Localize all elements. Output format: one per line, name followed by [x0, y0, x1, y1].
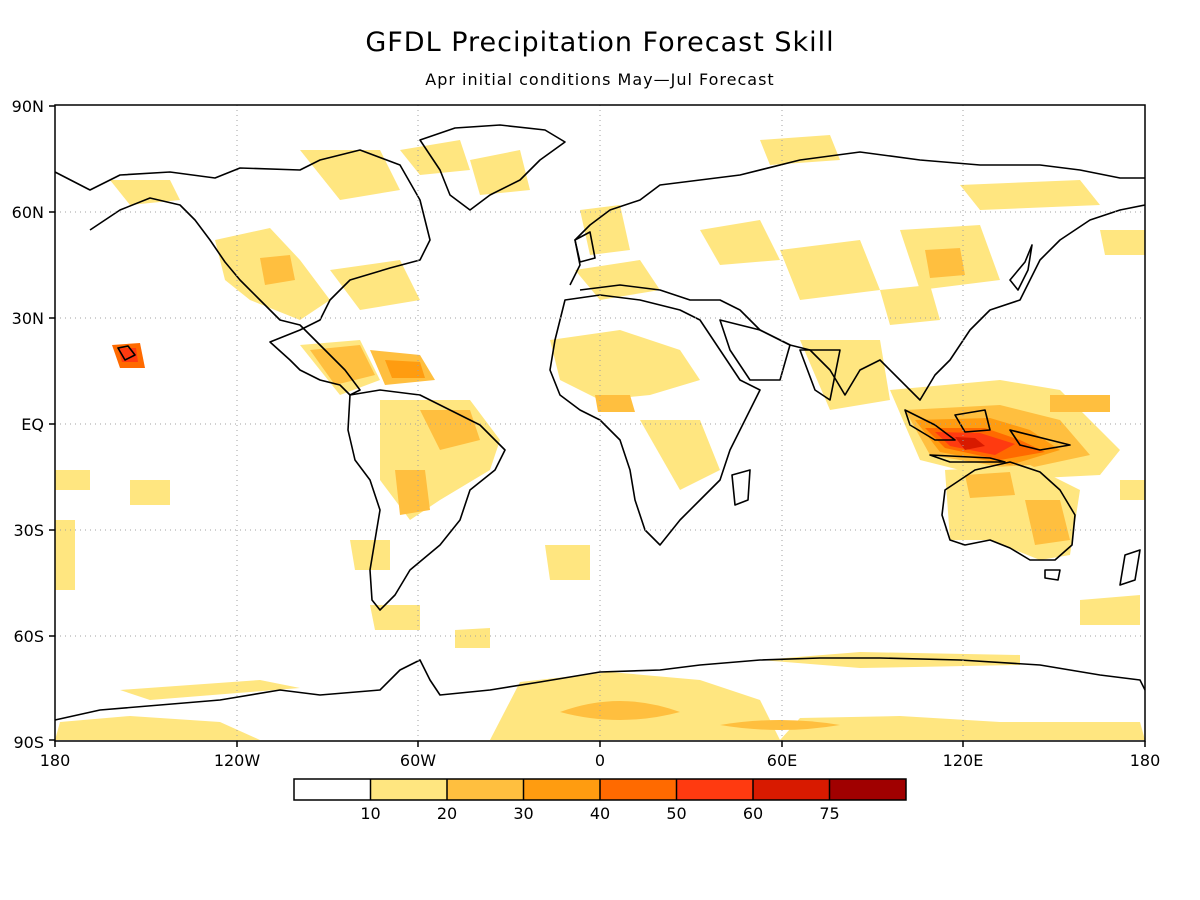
map-subtitle: Apr initial conditions May—Jul Forecast — [425, 70, 775, 89]
colorbar-bin-6 — [753, 779, 830, 800]
lon-label-180e: 180 — [1130, 751, 1161, 770]
map-title: GFDL Precipitation Forecast Skill — [365, 27, 835, 58]
colorbar-bin-5 — [676, 779, 753, 800]
lat-label-30n: 30N — [12, 309, 44, 328]
lon-axis — [54, 741, 1146, 747]
lon-label-60w: 60W — [400, 751, 436, 770]
lon-label-120e: 120E — [943, 751, 984, 770]
lat-label-60s: 60S — [13, 627, 44, 646]
lon-label-120w: 120W — [214, 751, 261, 770]
colorbar: 10 20 30 40 50 60 75 — [293, 778, 907, 823]
lon-label-180w: 180 — [40, 751, 71, 770]
lon-labels: 180 120W 60W 0 60E 120E 180 — [40, 751, 1161, 770]
colorbar-label-40: 40 — [590, 804, 610, 823]
lat-label-60n: 60N — [12, 203, 44, 222]
gridlines — [55, 105, 1145, 741]
lat-labels: 90N 60N 30N EQ 30S 60S 90S — [12, 97, 44, 752]
lat-label-30s: 30S — [13, 521, 44, 540]
colorbar-label-75: 75 — [819, 804, 839, 823]
colorbar-label-50: 50 — [666, 804, 686, 823]
colorbar-bin-1 — [370, 779, 447, 800]
lon-label-0: 0 — [595, 751, 605, 770]
lat-label-eq: EQ — [21, 415, 44, 434]
lon-label-60e: 60E — [767, 751, 797, 770]
lat-label-90s: 90S — [13, 733, 44, 752]
colorbar-bin-2 — [447, 779, 524, 800]
coastlines — [54, 124, 1146, 721]
skill-shading — [55, 135, 1145, 740]
colorbar-label-30: 30 — [513, 804, 533, 823]
colorbar-bin-7 — [829, 779, 906, 800]
colorbar-bin-3 — [523, 779, 600, 800]
colorbar-label-20: 20 — [437, 804, 457, 823]
colorbar-label-60: 60 — [743, 804, 763, 823]
colorbar-bin-0 — [294, 779, 371, 800]
lat-axis — [49, 105, 55, 741]
lat-label-90n: 90N — [12, 97, 44, 116]
colorbar-bin-4 — [600, 779, 677, 800]
colorbar-label-10: 10 — [360, 804, 380, 823]
